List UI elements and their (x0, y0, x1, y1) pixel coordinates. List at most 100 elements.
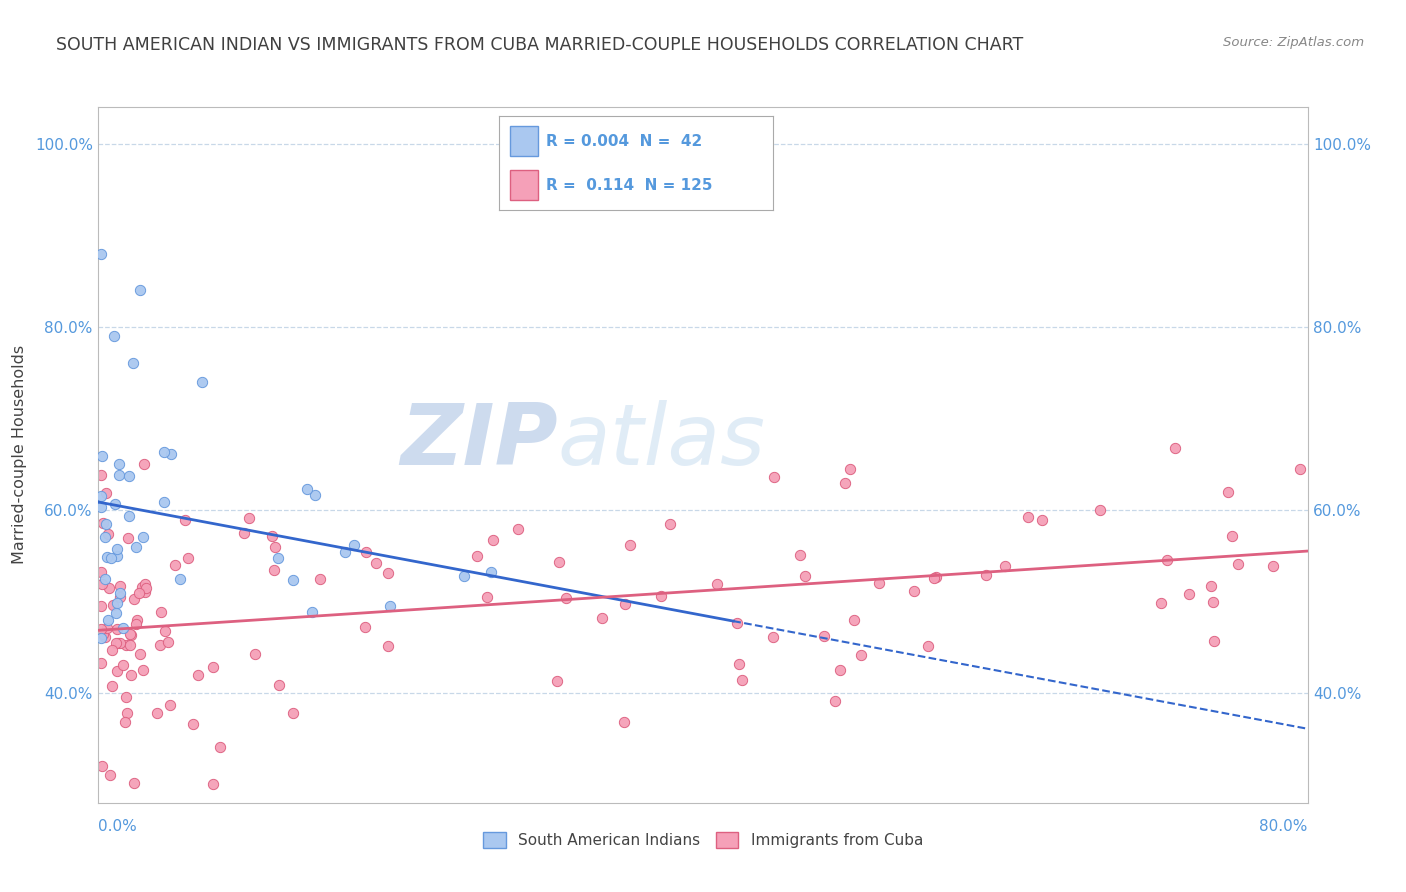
Point (90, 489, 112, 503)
Point (851, 648, 873, 662)
Point (868, 575, 890, 590)
Point (90, 566, 112, 580)
Point (122, 775, 145, 789)
Text: SOUTH AMERICAN INDIAN VS IMMIGRANTS FROM CUBA MARRIED-COUPLE HOUSEHOLDS CORRELAT: SOUTH AMERICAN INDIAN VS IMMIGRANTS FROM… (56, 36, 1024, 54)
Point (201, 777, 224, 791)
Point (96, 621, 118, 635)
Point (1263, 559, 1285, 574)
Point (134, 577, 156, 591)
Point (120, 628, 142, 642)
Point (301, 605, 323, 619)
Point (107, 467, 129, 482)
Point (90, 468, 112, 483)
Point (267, 678, 290, 692)
Point (789, 548, 811, 562)
Point (98, 768, 121, 782)
Point (506, 522, 529, 536)
Point (650, 589, 672, 603)
Point (105, 596, 128, 610)
Point (813, 629, 835, 643)
Bar (510, 170, 537, 201)
Point (191, 375, 214, 389)
Point (120, 668, 142, 682)
Point (1178, 587, 1201, 601)
Point (546, 674, 568, 689)
Text: ZIP: ZIP (401, 400, 558, 483)
Point (187, 668, 209, 682)
Point (482, 533, 505, 548)
Point (118, 638, 141, 652)
Point (131, 580, 153, 594)
Point (112, 621, 135, 635)
Point (94, 517, 117, 532)
Point (343, 538, 366, 552)
Point (97, 527, 120, 541)
Point (93, 572, 115, 586)
Point (619, 538, 641, 552)
Point (128, 585, 150, 599)
Point (202, 660, 225, 674)
Text: R = 0.004  N =  42: R = 0.004 N = 42 (546, 134, 702, 149)
Point (91, 450, 114, 464)
Point (132, 531, 155, 545)
Point (922, 571, 945, 585)
Point (181, 717, 204, 731)
Point (169, 572, 191, 586)
Text: atlas: atlas (558, 400, 766, 483)
Point (135, 581, 157, 595)
Point (260, 529, 283, 543)
Point (105, 665, 128, 679)
Point (100, 679, 122, 693)
Point (844, 613, 866, 627)
Point (297, 482, 319, 496)
Point (90, 599, 112, 613)
Point (380, 599, 402, 614)
Point (93, 516, 115, 531)
Point (93, 626, 115, 640)
Point (1204, 634, 1226, 648)
Point (994, 559, 1017, 574)
Point (118, 509, 141, 524)
Point (94, 530, 117, 544)
Point (706, 577, 728, 591)
Point (108, 457, 131, 471)
Point (267, 551, 290, 566)
Point (122, 591, 145, 606)
Point (159, 698, 181, 712)
Point (103, 329, 125, 343)
Point (97, 613, 120, 627)
Point (453, 568, 475, 582)
Point (90, 656, 112, 670)
Point (110, 636, 132, 650)
Point (134, 585, 156, 599)
Point (304, 488, 326, 502)
Bar (510, 127, 537, 156)
Point (90, 759, 112, 773)
Point (731, 673, 754, 687)
Point (132, 664, 155, 678)
Point (153, 494, 176, 508)
Point (763, 469, 786, 483)
Point (122, 356, 145, 370)
Point (1150, 596, 1173, 610)
Point (90, 246, 112, 260)
Point (377, 566, 399, 581)
Point (1199, 578, 1222, 592)
Point (110, 579, 132, 593)
Point (1216, 484, 1239, 499)
Point (176, 551, 198, 566)
Point (614, 597, 637, 611)
Point (91, 577, 114, 591)
Point (96, 549, 118, 564)
Point (94, 630, 117, 644)
Point (613, 715, 636, 730)
Point (157, 634, 180, 648)
Point (111, 658, 134, 673)
Point (824, 694, 846, 708)
Point (125, 616, 148, 631)
Point (163, 558, 186, 572)
Point (1017, 510, 1039, 524)
Point (101, 599, 124, 613)
Point (1222, 529, 1244, 543)
Point (281, 574, 304, 588)
